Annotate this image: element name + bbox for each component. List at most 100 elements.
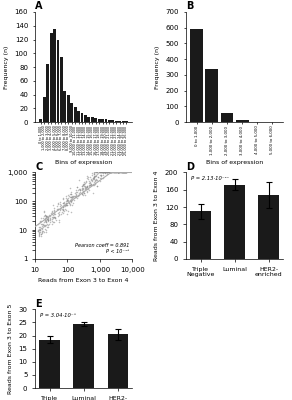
Bar: [224, 184, 245, 259]
Point: [112, 169, 117, 176]
Point: [84, 179, 88, 186]
Point: [76, 192, 80, 199]
Point: [38, 226, 42, 233]
Point: [44, 219, 49, 225]
Point: [99, 172, 103, 178]
Point: [88, 182, 93, 189]
Point: [105, 169, 110, 176]
Point: [81, 179, 86, 185]
Point: [120, 169, 125, 176]
Point: [93, 169, 97, 176]
Point: [52, 210, 57, 216]
Point: [71, 200, 75, 206]
Point: [91, 181, 95, 188]
Point: [121, 169, 126, 176]
Point: [104, 169, 108, 176]
Point: [46, 217, 50, 223]
Point: [115, 169, 120, 176]
Point: [121, 169, 126, 176]
Point: [93, 172, 98, 178]
Point: [91, 174, 96, 180]
Point: [90, 177, 94, 184]
Point: [79, 185, 84, 192]
Point: [74, 191, 78, 197]
Point: [122, 169, 127, 176]
Point: [74, 194, 79, 200]
Point: [114, 169, 119, 176]
Point: [117, 169, 121, 176]
Point: [107, 169, 111, 176]
Point: [48, 216, 53, 222]
Point: [120, 169, 125, 176]
Point: [78, 186, 82, 193]
Point: [92, 171, 97, 177]
Point: [105, 169, 109, 176]
Bar: [105, 119, 107, 122]
Point: [77, 177, 81, 183]
Point: [122, 169, 127, 176]
Point: [81, 181, 86, 188]
Point: [72, 193, 77, 199]
Point: [39, 226, 44, 232]
Point: [65, 211, 69, 217]
Point: [116, 169, 121, 176]
Point: [120, 169, 124, 176]
Point: [65, 196, 69, 202]
Point: [124, 169, 128, 176]
Point: [103, 169, 107, 176]
Point: [112, 169, 117, 176]
Point: [122, 169, 127, 176]
Point: [55, 210, 60, 216]
Point: [69, 194, 74, 201]
Point: [37, 226, 41, 233]
Point: [63, 193, 68, 199]
Point: [91, 175, 95, 182]
Point: [124, 169, 129, 176]
Point: [117, 169, 121, 176]
Point: [37, 217, 42, 224]
Point: [51, 202, 55, 208]
Bar: [81, 113, 84, 122]
Point: [52, 205, 57, 212]
Point: [108, 169, 112, 176]
Point: [57, 206, 62, 213]
Point: [93, 169, 98, 176]
Y-axis label: Reads from Exon 3 to Exon 4: Reads from Exon 3 to Exon 4: [154, 170, 159, 261]
Point: [43, 218, 47, 224]
Point: [116, 169, 121, 176]
Point: [124, 169, 128, 176]
Bar: [94, 118, 97, 122]
Point: [123, 169, 128, 176]
Point: [85, 173, 90, 180]
Point: [38, 226, 43, 233]
Point: [65, 196, 69, 203]
Point: [105, 169, 110, 176]
Point: [42, 214, 47, 221]
Bar: [118, 121, 121, 122]
Point: [120, 169, 124, 176]
Point: [70, 195, 74, 201]
Point: [122, 169, 126, 176]
Point: [94, 176, 98, 183]
Point: [115, 169, 120, 176]
Point: [119, 169, 123, 176]
Point: [44, 218, 48, 224]
Bar: [111, 120, 114, 122]
Point: [60, 194, 65, 201]
Point: [50, 214, 54, 220]
Point: [80, 191, 85, 198]
Point: [39, 221, 44, 227]
Point: [44, 215, 49, 222]
Point: [46, 216, 51, 222]
Point: [41, 215, 46, 221]
Point: [57, 208, 61, 215]
Point: [44, 214, 48, 220]
Point: [92, 170, 97, 176]
Point: [46, 222, 50, 228]
Point: [39, 220, 44, 227]
Point: [38, 228, 43, 235]
Point: [82, 188, 86, 194]
Point: [44, 217, 48, 224]
Point: [48, 209, 53, 216]
Point: [69, 191, 73, 197]
